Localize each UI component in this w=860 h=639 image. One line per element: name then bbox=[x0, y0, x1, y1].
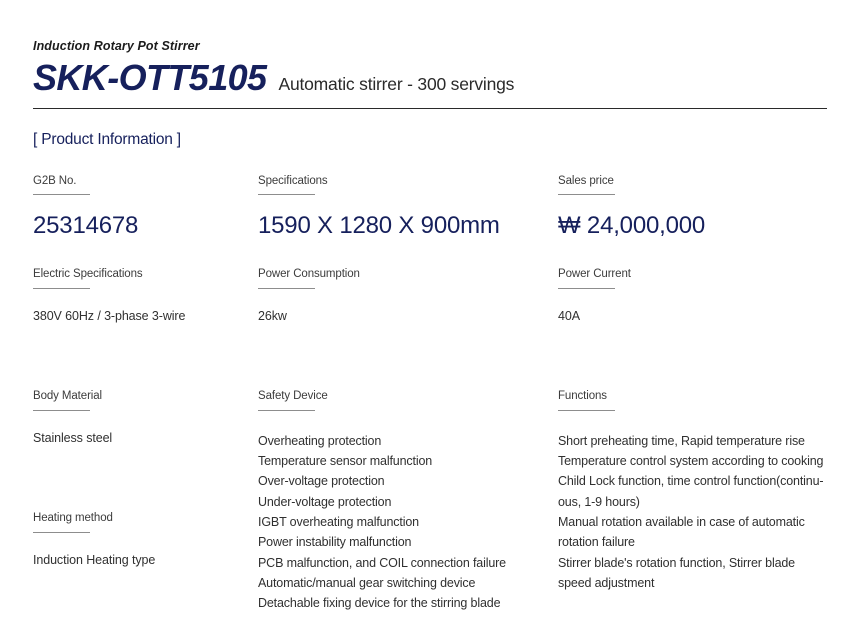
list-item: Overheating protection bbox=[258, 433, 382, 448]
list-item: Under-voltage protection bbox=[258, 494, 392, 509]
header-divider bbox=[33, 107, 827, 109]
list-item: Detachable fixing device for the stirrin… bbox=[258, 596, 501, 611]
field-value-specifications: 1590 X 1280 X 900mm bbox=[258, 212, 500, 240]
product-model-number: SKK-OTT5105 bbox=[33, 56, 267, 98]
label-underline bbox=[33, 409, 90, 411]
field-value-g2b-no: 25314678 bbox=[33, 212, 139, 240]
field-body-material: Body Material Stainless steel bbox=[33, 386, 258, 446]
section-title-product-information: [ Product Information ] bbox=[33, 130, 181, 148]
list-item: Automatic/manual gear switching device bbox=[258, 575, 476, 590]
label-underline bbox=[558, 409, 615, 411]
field-label-body-material: Body Material bbox=[33, 390, 103, 403]
product-category-label: Induction Rotary Pot Stirrer bbox=[33, 39, 200, 53]
field-sales-price: Sales price ₩ 24,000,000 bbox=[558, 171, 827, 239]
list-item: Over-voltage protection bbox=[258, 474, 385, 489]
field-safety-device: Safety Device Overheating protection Temp… bbox=[258, 386, 558, 629]
column-material: Body Material Stainless steel Heating me… bbox=[33, 386, 258, 629]
field-electric-specifications: Electric Specifications 380V 60Hz / 3-ph… bbox=[33, 264, 258, 324]
field-label-power-current: Power Current bbox=[558, 268, 631, 281]
list-item: Temperature control system according to … bbox=[558, 454, 824, 469]
label-underline bbox=[33, 288, 90, 290]
field-label-electric-specifications: Electric Specifications bbox=[33, 268, 143, 281]
list-item: Stirrer blade's rotation function, Stirr… bbox=[558, 555, 795, 590]
field-power-consumption: Power Consumption 26kw bbox=[258, 264, 558, 324]
list-item: Child Lock function, time control functi… bbox=[558, 474, 824, 509]
field-value-electric-specifications: 380V 60Hz / 3-phase 3-wire bbox=[33, 309, 186, 324]
safety-device-list: Overheating protection Temperature sensor… bbox=[258, 431, 558, 614]
product-header: Induction Rotary Pot Stirrer SKK-OTT5105… bbox=[33, 0, 827, 109]
label-underline bbox=[258, 194, 315, 196]
label-underline bbox=[33, 194, 90, 196]
product-title-row: SKK-OTT5105 Automatic stirrer - 300 serv… bbox=[33, 56, 827, 98]
label-underline bbox=[558, 194, 615, 196]
field-value-body-material: Stainless steel bbox=[33, 430, 113, 445]
field-value-sales-price: ₩ 24,000,000 bbox=[558, 212, 706, 240]
field-label-heating-method: Heating method bbox=[33, 511, 113, 524]
list-item: Manual rotation available in case of aut… bbox=[558, 515, 805, 550]
detail-info-grid: Body Material Stainless steel Heating me… bbox=[33, 386, 827, 629]
label-underline bbox=[258, 409, 315, 411]
list-item: Power instability malfunction bbox=[258, 535, 412, 550]
list-item: Temperature sensor malfunction bbox=[258, 454, 433, 469]
label-underline bbox=[258, 288, 315, 290]
field-specifications: Specifications 1590 X 1280 X 900mm bbox=[258, 171, 558, 239]
list-item: IGBT overheating malfunction bbox=[258, 515, 419, 530]
primary-info-grid: G2B No. 25314678 Specifications 1590 X 1… bbox=[33, 171, 827, 239]
field-power-current: Power Current 40A bbox=[558, 264, 827, 324]
field-heating-method: Heating method Induction Heating type bbox=[33, 508, 258, 568]
field-functions: Functions Short preheating time, Rapid t… bbox=[558, 386, 827, 629]
field-label-power-consumption: Power Consumption bbox=[258, 268, 360, 281]
field-label-specifications: Specifications bbox=[258, 174, 328, 187]
field-label-functions: Functions bbox=[558, 390, 607, 403]
field-label-g2b-no: G2B No. bbox=[33, 174, 77, 187]
label-underline bbox=[33, 531, 90, 533]
field-value-power-consumption: 26kw bbox=[258, 309, 287, 324]
list-item: Short preheating time, Rapid temperature… bbox=[558, 433, 805, 448]
field-label-safety-device: Safety Device bbox=[258, 390, 328, 403]
field-label-sales-price: Sales price bbox=[558, 174, 614, 187]
electrical-info-grid: Electric Specifications 380V 60Hz / 3-ph… bbox=[33, 264, 827, 324]
label-underline bbox=[558, 288, 615, 290]
field-value-heating-method: Induction Heating type bbox=[33, 552, 156, 567]
product-subtitle: Automatic stirrer - 300 servings bbox=[278, 73, 515, 94]
functions-list: Short preheating time, Rapid temperature… bbox=[558, 431, 827, 593]
list-item: PCB malfunction, and COIL connection fai… bbox=[258, 555, 506, 570]
field-value-power-current: 40A bbox=[558, 309, 580, 324]
field-g2b-no: G2B No. 25314678 bbox=[33, 171, 258, 239]
